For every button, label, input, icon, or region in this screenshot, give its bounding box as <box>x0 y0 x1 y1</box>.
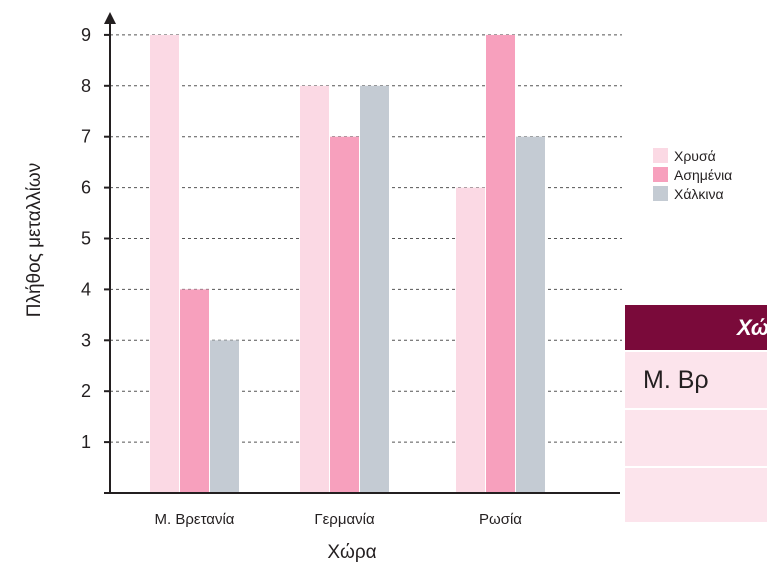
medal-table-fragment: Χώ Μ. Βρ <box>625 305 767 523</box>
x-category-labels: Μ. Βρετανία Γερμανία Ρωσία <box>155 511 523 528</box>
legend-swatch <box>653 186 668 201</box>
x-category-label: Μ. Βρετανία <box>155 511 235 528</box>
bar <box>330 136 359 493</box>
legend-label: Χάλκινα <box>674 186 724 202</box>
y-tick-label: 8 <box>81 76 91 96</box>
x-axis-title: Χώρα <box>327 542 376 563</box>
legend: Χρυσά Ασημένια Χάλκινα <box>653 148 732 202</box>
bar <box>150 34 179 494</box>
axes <box>104 12 620 494</box>
legend-swatch <box>653 148 668 163</box>
table-row: Μ. Βρ <box>625 350 767 408</box>
legend-label: Χρυσά <box>674 148 716 164</box>
table-row <box>625 408 767 466</box>
bar <box>456 187 485 493</box>
legend-label: Ασημένια <box>674 167 732 183</box>
bar <box>300 85 329 494</box>
y-tick-label: 1 <box>81 432 91 452</box>
y-axis-arrow <box>104 12 116 24</box>
x-category-label: Ρωσία <box>479 511 522 528</box>
table-header: Χώ <box>625 305 767 350</box>
bar <box>516 136 545 493</box>
y-tick-label: 7 <box>81 127 91 147</box>
legend-swatch <box>653 167 668 182</box>
bar <box>180 289 209 493</box>
y-tick-label: 6 <box>81 178 91 198</box>
y-axis-title: Πλήθος μεταλλίων <box>24 163 45 318</box>
y-tick-label: 4 <box>81 279 91 299</box>
y-tick-labels: 1 2 3 4 5 6 7 8 9 <box>81 25 91 452</box>
bar <box>210 340 239 493</box>
y-tick-label: 5 <box>81 229 91 249</box>
table-row <box>625 466 767 522</box>
x-category-label: Γερμανία <box>314 511 375 528</box>
bar <box>486 34 515 494</box>
bar <box>360 85 389 494</box>
y-tick-label: 2 <box>81 381 91 401</box>
y-tick-label: 3 <box>81 330 91 350</box>
y-tick-label: 9 <box>81 25 91 45</box>
bars <box>150 34 545 494</box>
